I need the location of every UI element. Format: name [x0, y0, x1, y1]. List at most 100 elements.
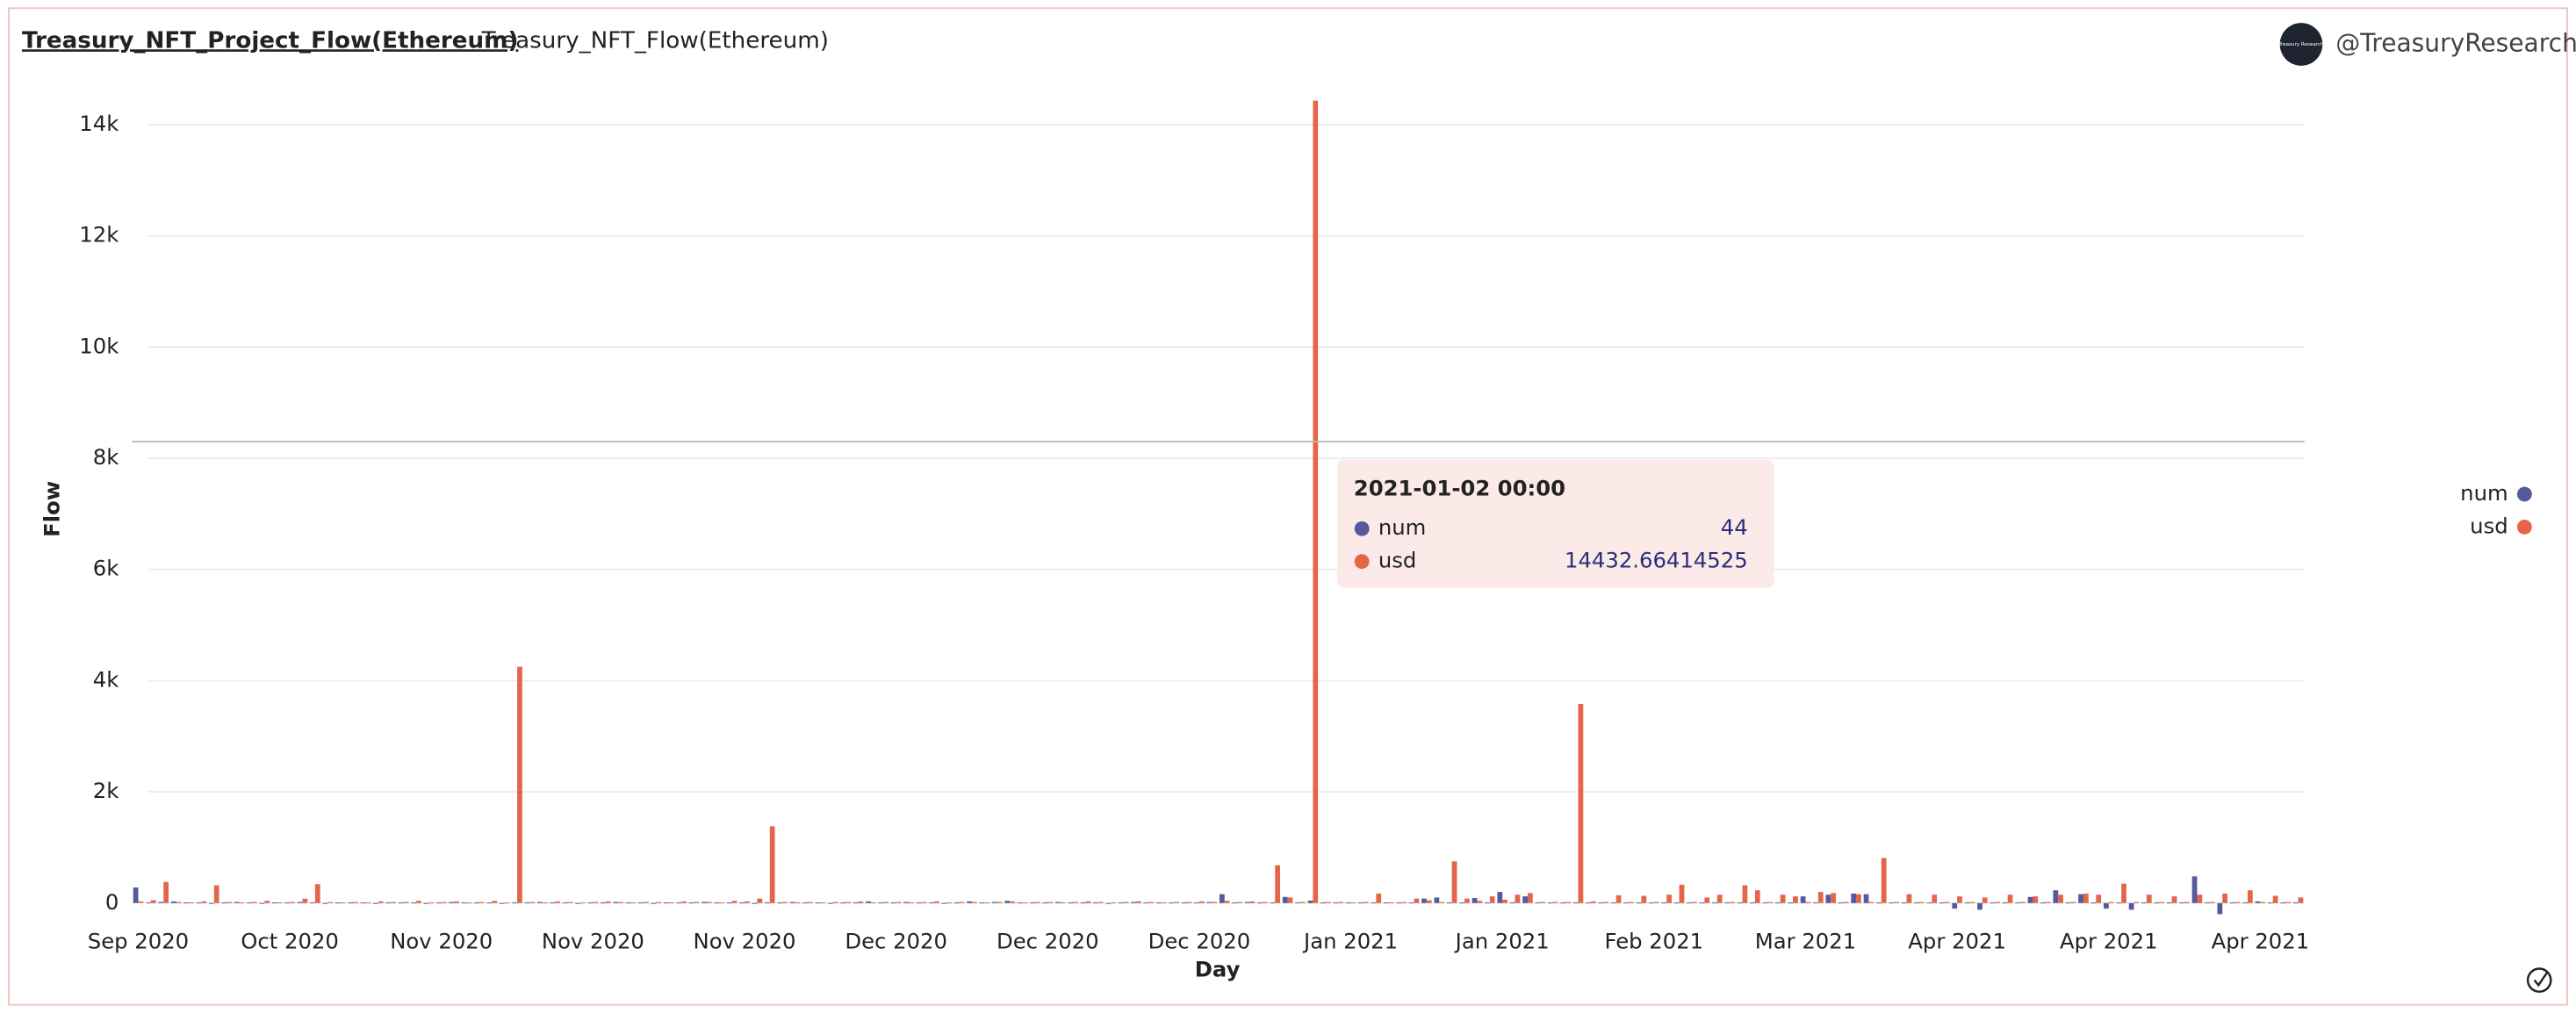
- bar: [916, 902, 922, 904]
- x-tick-label: Nov 2020: [390, 929, 493, 954]
- tooltip-box: [1337, 459, 1774, 588]
- tooltip-swatch: [1354, 554, 1370, 570]
- bar: [1793, 896, 1798, 903]
- frame: [8, 7, 2568, 1006]
- bar: [196, 902, 202, 904]
- bar: [1572, 902, 1579, 904]
- bar: [1105, 902, 1112, 904]
- bar: [1111, 902, 1116, 904]
- bar: [1932, 894, 1938, 903]
- bar: [1080, 902, 1086, 904]
- bar: [1699, 902, 1705, 904]
- bar: [1502, 899, 1507, 903]
- bar: [1135, 901, 1141, 903]
- bar: [1232, 902, 1238, 904]
- bar: [1914, 902, 1919, 904]
- bar: [840, 902, 846, 904]
- legend-label: usd: [2470, 513, 2508, 538]
- bar: [979, 902, 985, 904]
- bar: [1358, 902, 1364, 904]
- bar: [1527, 893, 1533, 903]
- avatar: [2279, 23, 2323, 66]
- tab-active[interactable]: Treasury_NFT_Project_Flow(Ethereum): [22, 27, 518, 54]
- bar: [2217, 902, 2223, 915]
- bar: [163, 881, 169, 903]
- bar: [731, 901, 738, 903]
- bar: [1396, 902, 1402, 904]
- bar: [1249, 901, 1256, 903]
- bar: [201, 901, 207, 903]
- bar: [1641, 895, 1647, 903]
- x-tick-label: Mar 2021: [1755, 929, 1856, 954]
- bar: [189, 902, 194, 904]
- bar: [933, 901, 939, 903]
- bar: [1042, 902, 1048, 904]
- bar: [2033, 896, 2039, 903]
- bar: [853, 902, 859, 904]
- bar: [322, 902, 328, 904]
- check-icon[interactable]: [2526, 967, 2552, 993]
- bar: [1471, 898, 1478, 903]
- bar: [1687, 902, 1693, 904]
- bar: [1939, 902, 1945, 904]
- bar: [474, 902, 479, 904]
- x-tick-label: Jan 2021: [1454, 929, 1550, 954]
- legend-swatch: [2516, 519, 2532, 535]
- bar: [1578, 704, 1584, 903]
- bar: [2229, 902, 2235, 904]
- bar: [890, 902, 896, 904]
- bar: [1156, 902, 1162, 904]
- bar: [2222, 893, 2227, 903]
- avatar-text: Treasury Research: [2277, 42, 2324, 47]
- bar: [579, 902, 586, 904]
- bar: [1590, 901, 1596, 903]
- bar: [638, 902, 644, 904]
- bar: [1762, 902, 1768, 904]
- bar: [714, 902, 720, 904]
- bar: [1161, 902, 1167, 904]
- y-tick-label: 12k: [79, 222, 119, 248]
- account[interactable]: @TreasuryResearch: [2335, 28, 2576, 57]
- bar: [1169, 902, 1175, 904]
- bar: [681, 901, 687, 903]
- bar: [575, 902, 580, 904]
- bar: [1060, 902, 1066, 904]
- bar: [601, 902, 606, 904]
- bar: [1813, 902, 1818, 904]
- bar: [1679, 884, 1685, 903]
- y-axis-label: Flow: [40, 481, 65, 537]
- bar: [1522, 896, 1528, 903]
- bar: [1434, 897, 1440, 903]
- bar: [1889, 902, 1895, 904]
- x-tick-label: Nov 2020: [542, 929, 644, 954]
- bar: [946, 902, 952, 904]
- bar: [524, 902, 530, 904]
- bar: [2141, 902, 2147, 904]
- bar: [587, 902, 594, 904]
- bar: [1421, 898, 1427, 903]
- bar: [302, 898, 308, 903]
- bar: [1661, 902, 1667, 904]
- bar: [1459, 902, 1465, 904]
- bar: [512, 902, 518, 904]
- bar: [1774, 902, 1781, 904]
- bar: [2171, 896, 2177, 903]
- bar: [1788, 902, 1794, 904]
- bar: [183, 902, 190, 904]
- bar: [378, 901, 384, 903]
- tooltip-value: 44: [1721, 514, 1748, 540]
- bar: [2121, 883, 2126, 903]
- bar: [1270, 902, 1276, 904]
- bar: [668, 902, 674, 904]
- bar: [284, 902, 291, 904]
- bar: [1219, 894, 1225, 903]
- bar: [2242, 902, 2249, 904]
- tab[interactable]: Treasury_NFT_Flow(Ethereum): [481, 27, 829, 54]
- bar: [550, 902, 556, 904]
- bar: [688, 902, 694, 904]
- bar: [1030, 902, 1035, 904]
- bar: [360, 902, 366, 904]
- bar: [277, 902, 283, 904]
- bar: [209, 902, 214, 904]
